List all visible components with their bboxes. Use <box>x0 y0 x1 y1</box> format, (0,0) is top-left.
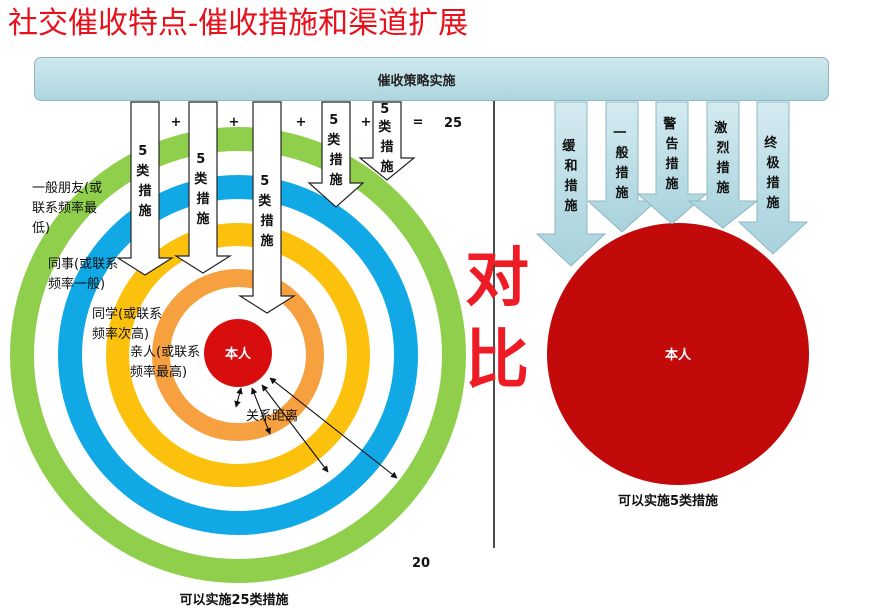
right-arrow-warning-char-2: 告 <box>665 136 678 152</box>
right-arrow-general-char-1: 一 <box>613 126 626 141</box>
right-arrow-fierce: 激 烈措施 <box>687 101 759 229</box>
ring-label-friends: 一般朋友(或 联系频率最 低) <box>32 180 106 236</box>
right-arrow-warning-text: 警 告措施 <box>663 116 681 192</box>
right-arrow-warning: 警 告措施 <box>636 101 708 225</box>
page-number: 20 <box>412 556 430 571</box>
ring-label-classmates: 同学(或联系 频率次高) <box>92 306 166 342</box>
compare-char-2: 比 <box>465 324 529 398</box>
measure-arrow-5-text: 5 类 措施 <box>378 102 396 175</box>
center-self-circle <box>204 319 272 387</box>
operator-plus-1: + <box>171 115 182 130</box>
right-arrow-ultimate-char-4: 施 <box>766 195 779 211</box>
ring-label-colleagues-line-1: 同事(或联系 <box>48 257 118 272</box>
measure-arrow-4-number: 5 <box>329 113 338 128</box>
right-arrow-general-char-3: 措 <box>615 165 628 181</box>
total-measures: 25 <box>444 116 462 131</box>
measure-arrow-4-text: 5 类 措施 <box>327 113 345 188</box>
right-arrow-warning-char-3: 措 <box>665 156 678 172</box>
right-caption: 可以实施5类措施 <box>618 493 718 509</box>
right-arrow-fierce-char-4: 施 <box>716 180 729 196</box>
measure-arrow-3-char-3: 施 <box>260 233 273 249</box>
measure-arrow-4-char-2: 措 <box>329 152 342 168</box>
measure-arrow-5-char-1: 类 <box>378 119 392 135</box>
measure-arrow-3-text: 5 类 措施 <box>258 174 276 249</box>
right-arrow-fierce-char-3: 措 <box>716 160 729 176</box>
right-arrow-general-text: 一 般措施 <box>613 126 631 201</box>
right-arrow-ultimate-text: 终 极措施 <box>764 135 782 211</box>
measure-arrow-1-number: 5 <box>138 144 147 159</box>
measure-arrow-3-number: 5 <box>260 174 269 189</box>
measure-arrow-2-char-3: 施 <box>196 211 209 227</box>
right-arrow-ultimate-char-3: 措 <box>766 175 779 191</box>
right-arrow-mitigation-char-4: 施 <box>564 198 577 214</box>
right-arrow-warning-char-1: 警 <box>663 116 676 132</box>
measure-arrow-5-char-3: 施 <box>380 159 393 175</box>
measure-arrow-2-text: 5 类 措施 <box>194 152 212 227</box>
ring-label-relatives-line-2: 频率最高) <box>130 364 187 380</box>
measure-arrow-2-number: 5 <box>196 152 205 167</box>
right-arrow-mitigation-char-3: 措 <box>564 178 577 194</box>
measure-arrow-3-char-2: 措 <box>260 213 273 229</box>
ring-label-friends-line-3: 低) <box>32 221 50 236</box>
measure-arrow-4-char-3: 施 <box>329 172 342 188</box>
measure-arrow-1-char-3: 施 <box>138 203 151 219</box>
measure-arrow-5-char-2: 措 <box>380 139 393 155</box>
right-arrow-mitigation-text: 缓 和措施 <box>562 138 580 214</box>
center-self-label: 本人 <box>225 346 252 362</box>
measure-arrow-1: 5 类 措施 <box>115 101 175 276</box>
ring-label-relatives-line-1: 亲人(或联系 <box>130 345 200 360</box>
measure-arrow-4-char-1: 类 <box>327 132 341 148</box>
strategy-bar-label: 催收策略实施 <box>377 73 456 89</box>
ring-label-colleagues-line-2: 频率一般) <box>48 276 105 292</box>
operator-plus-3: + <box>296 115 307 130</box>
right-self-circle <box>547 223 809 485</box>
measure-arrow-2: 5 类 措施 <box>173 101 233 274</box>
compare-char-1: 对 <box>465 242 529 316</box>
left-caption: 可以实施25类措施 <box>179 592 288 608</box>
distance-arrow-1 <box>234 387 243 408</box>
measure-arrow-2-char-1: 类 <box>194 171 208 187</box>
distance-arrow-4 <box>269 377 398 479</box>
slide-title: 社交催收特点-催收措施和渠道扩展 <box>8 6 469 41</box>
right-arrow-mitigation: 缓 和措施 <box>535 101 607 267</box>
right-arrow-general-char-4: 施 <box>615 185 628 201</box>
right-arrow-ultimate-char-1: 终 <box>764 135 778 151</box>
right-arrow-general: 一 般措施 <box>586 101 658 233</box>
right-arrow-fierce-text: 激 烈措施 <box>714 120 732 196</box>
right-self-label: 本人 <box>665 347 692 363</box>
measure-arrow-1-char-1: 类 <box>136 163 150 179</box>
ring-label-classmates-line-2: 频率次高) <box>92 326 149 342</box>
measure-arrow-5-number: 5 <box>380 102 389 117</box>
measure-arrow-3-char-1: 类 <box>258 193 272 209</box>
measure-arrow-4: 5 类 措施 <box>307 101 365 208</box>
right-arrow-ultimate-char-2: 极 <box>766 155 780 171</box>
right-arrow-general-char-2: 般 <box>615 145 628 161</box>
measure-arrow-3: 5 类 措施 <box>237 101 297 314</box>
ring-label-friends-line-2: 联系频率最 <box>32 200 97 216</box>
measure-arrow-1-char-2: 措 <box>138 183 151 199</box>
distance-label: 关系距离 <box>246 408 298 424</box>
ring-label-relatives: 亲人(或联系 频率最高) <box>130 345 204 380</box>
right-arrow-mitigation-char-2: 和 <box>564 158 577 174</box>
ring-label-classmates-line-1: 同学(或联系 <box>92 306 162 322</box>
right-arrow-fierce-char-1: 激 <box>714 120 728 136</box>
measure-arrow-5: 5 类 措施 <box>358 101 416 181</box>
strategy-implementation-bar: 催收策略实施 <box>34 57 829 101</box>
ring-label-colleagues: 同事(或联系 频率一般) <box>48 257 122 292</box>
right-arrow-ultimate: 终 极措施 <box>737 101 809 255</box>
ring-label-friends-line-1: 一般朋友(或 <box>32 180 102 196</box>
right-arrow-warning-char-4: 施 <box>665 176 678 192</box>
measure-arrow-2-char-2: 措 <box>196 191 209 207</box>
operator-plus-4: + <box>361 115 372 130</box>
operator-plus-2: + <box>229 115 240 130</box>
measure-arrow-1-text: 5 类 措施 <box>136 144 154 219</box>
right-arrow-fierce-char-2: 烈 <box>716 141 729 156</box>
operator-equals: = <box>413 115 424 130</box>
right-arrow-mitigation-char-1: 缓 <box>562 138 576 154</box>
